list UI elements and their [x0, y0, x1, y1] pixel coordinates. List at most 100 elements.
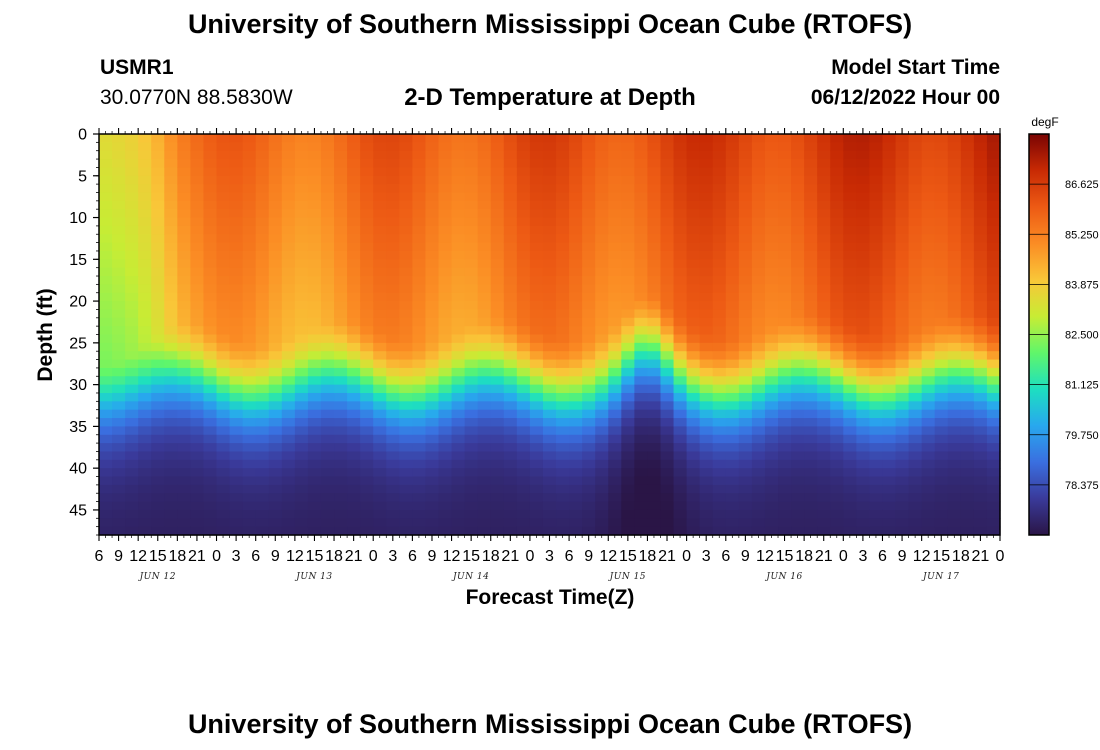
heatmap-cell — [99, 326, 113, 336]
heatmap-cell — [843, 418, 857, 427]
heatmap-cell — [516, 451, 531, 461]
heatmap-cell — [203, 309, 218, 319]
heatmap-cell — [203, 434, 218, 444]
heatmap-cell — [856, 234, 871, 244]
heatmap-cell — [216, 301, 231, 311]
heatmap-cell — [660, 134, 675, 143]
heatmap-cell — [112, 418, 126, 427]
heatmap-cell — [334, 493, 348, 503]
heatmap-cell — [817, 192, 831, 202]
x-tick-label: 0 — [682, 548, 691, 565]
heatmap-cell — [438, 150, 453, 160]
x-tick-label: 21 — [815, 548, 833, 565]
heatmap-cell — [921, 159, 936, 169]
heatmap-cell — [425, 142, 440, 152]
heatmap-cell — [856, 459, 871, 469]
heatmap-cell — [804, 367, 818, 377]
heatmap-cell — [556, 150, 570, 160]
heatmap-cell — [177, 426, 192, 436]
heatmap-cell — [843, 484, 857, 494]
heatmap-cell — [556, 334, 570, 344]
y-tick-label: 40 — [69, 461, 87, 478]
heatmap-cell — [621, 175, 635, 185]
heatmap-cell — [869, 384, 884, 394]
heatmap-cell — [764, 142, 779, 152]
heatmap-cell — [895, 242, 910, 252]
heatmap-cell — [125, 317, 139, 327]
heatmap-cell — [973, 250, 988, 260]
heatmap-cell — [125, 301, 139, 311]
heatmap-cell — [307, 509, 322, 519]
heatmap-cell — [686, 134, 701, 143]
heatmap-cell — [804, 384, 818, 394]
heatmap-cell — [490, 418, 505, 427]
heatmap-cell — [177, 468, 192, 478]
heatmap-cell — [438, 159, 453, 169]
heatmap-cell — [281, 409, 296, 419]
heatmap-cell — [399, 367, 413, 377]
heatmap-cell — [608, 217, 622, 227]
heatmap-cell — [986, 242, 1001, 252]
heatmap-cell — [934, 518, 949, 528]
heatmap-cell — [569, 301, 583, 311]
heatmap-cell — [203, 175, 218, 185]
heatmap-cell — [712, 225, 727, 235]
heatmap-cell — [138, 159, 152, 169]
heatmap-cell — [738, 234, 753, 244]
heatmap-cell — [125, 426, 139, 436]
heatmap-cell — [986, 167, 1001, 177]
heatmap-cell — [151, 159, 165, 169]
heatmap-cell — [751, 401, 766, 411]
heatmap-cell — [242, 200, 257, 210]
heatmap-cell — [242, 134, 257, 143]
heatmap-cell — [360, 276, 374, 285]
heatmap-cell — [529, 334, 544, 344]
heatmap-cell — [634, 276, 649, 285]
heatmap-cell — [516, 334, 531, 344]
heatmap-cell — [856, 142, 871, 152]
heatmap-cell — [569, 426, 583, 436]
heatmap-cell — [856, 209, 871, 219]
heatmap-cell — [634, 217, 649, 227]
heatmap-cell — [255, 451, 270, 461]
heatmap-cell — [477, 434, 492, 444]
heatmap-cell — [895, 392, 910, 402]
heatmap-cell — [973, 209, 988, 219]
x-tick-label: 9 — [898, 548, 907, 565]
heatmap-cell — [921, 392, 936, 402]
heatmap-cell — [255, 242, 270, 252]
heatmap-cell — [529, 426, 544, 436]
heatmap-cell — [255, 418, 270, 427]
heatmap-cell — [438, 468, 453, 478]
heatmap-cell — [490, 392, 505, 402]
heatmap-cell — [112, 184, 126, 194]
x-tick-label: 0 — [839, 548, 848, 565]
heatmap-cell — [817, 217, 831, 227]
heatmap-cell — [516, 142, 531, 152]
heatmap-cell — [947, 192, 962, 202]
heatmap-cell — [986, 234, 1001, 244]
heatmap-cell — [438, 301, 453, 311]
x-tick-label: 12 — [599, 548, 617, 565]
heatmap-cell — [177, 351, 192, 361]
heatmap-cell — [960, 142, 975, 152]
heatmap-cell — [255, 376, 270, 386]
heatmap-cell — [268, 418, 283, 427]
heatmap-cell — [373, 418, 387, 427]
heatmap-cell — [138, 259, 152, 269]
heatmap-cell — [751, 434, 766, 444]
x-tick-label: 21 — [972, 548, 990, 565]
heatmap-cell — [281, 250, 296, 260]
heatmap-cell — [503, 351, 518, 361]
heatmap-cell — [817, 518, 831, 528]
heatmap-cell — [791, 184, 805, 194]
heatmap-cell — [490, 142, 505, 152]
heatmap-cell — [151, 301, 165, 311]
heatmap-cell — [778, 418, 792, 427]
heatmap-cell — [138, 451, 152, 461]
heatmap-cell — [125, 493, 139, 503]
heatmap-cell — [412, 309, 427, 319]
heatmap-cell — [438, 426, 453, 436]
heatmap-cell — [973, 184, 988, 194]
heatmap-cell — [699, 309, 714, 319]
